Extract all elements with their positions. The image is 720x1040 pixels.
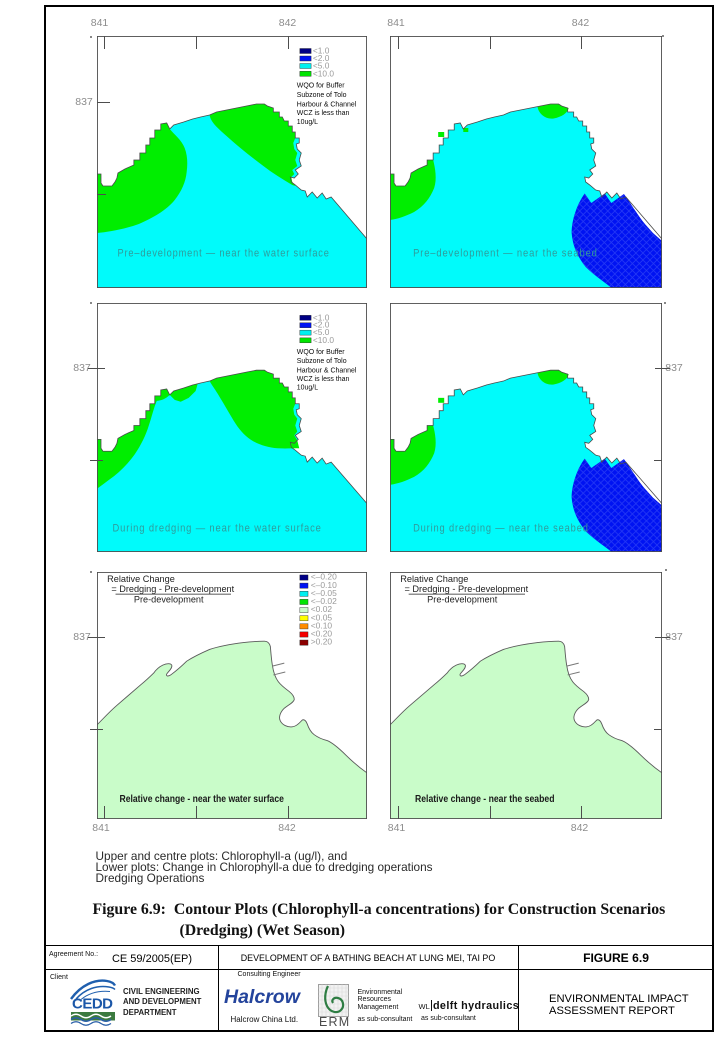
svg-text:Relative change - near the sea: Relative change - near the seabed [415,794,555,805]
svg-text:During dredging — near the sea: During dredging — near the seabed [413,522,589,534]
svg-text:Relative Change: Relative Change [107,574,175,584]
svg-text:<0.02: <0.02 [310,604,332,614]
svg-text:During dredging — near the wat: During dredging — near the water surface [112,522,321,534]
svg-text:<–0.10: <–0.10 [310,580,336,590]
svg-text:<0.20: <0.20 [310,629,332,639]
svg-text:Relative change - near the wat: Relative change - near the water surface [119,794,284,805]
svg-text:<10.0: <10.0 [312,334,334,344]
svg-text:<0.10: <0.10 [310,621,332,631]
svg-text:<0.05: <0.05 [310,612,332,622]
svg-text:WQO for Buffer: WQO for Buffer [296,348,345,355]
svg-text:Relative Change: Relative Change [400,574,468,584]
svg-text:<–0.20: <–0.20 [310,572,336,582]
svg-text:= Dredging - Pre-development: = Dredging - Pre-development [111,584,234,594]
svg-text:<5.0: <5.0 [312,60,329,70]
svg-text:Harbour & Channel: Harbour & Channel [296,367,356,374]
svg-text:>0.20: >0.20 [310,637,332,647]
svg-text:ERM: ERM [319,1015,350,1028]
svg-text:Pre-development: Pre-development [427,594,498,604]
svg-text:WQO for Buffer: WQO for Buffer [296,82,344,89]
svg-text:<2.0: <2.0 [312,319,329,329]
svg-text:Subzone of Tolo: Subzone of Tolo [296,358,346,365]
svg-text:<2.0: <2.0 [312,52,329,62]
svg-text:Pre-development: Pre-development [133,594,203,604]
svg-text:CEDD: CEDD [72,996,113,1013]
svg-text:Harbour & Channel: Harbour & Channel [296,101,356,108]
svg-text:WCZ is less than: WCZ is less than [296,109,349,116]
svg-text:Pre–development — near the wat: Pre–development — near the water surface [117,247,329,259]
svg-text:10ug/L: 10ug/L [296,118,317,125]
svg-text:<1.0: <1.0 [312,45,329,55]
svg-text:= Dredging - Pre-development: = Dredging - Pre-development [404,584,528,594]
svg-text:Pre–development — near the sea: Pre–development — near the seabed [413,247,598,259]
svg-text:<10.0: <10.0 [312,68,333,78]
svg-text:<–0.05: <–0.05 [310,588,336,598]
svg-text:Subzone of Tolo: Subzone of Tolo [296,91,346,98]
svg-text:<1.0: <1.0 [312,312,329,322]
svg-text:WCZ is less than: WCZ is less than [296,376,349,383]
svg-text:10ug/L: 10ug/L [296,384,317,391]
svg-text:<–0.02: <–0.02 [310,596,336,606]
svg-text:<5.0: <5.0 [312,327,329,337]
